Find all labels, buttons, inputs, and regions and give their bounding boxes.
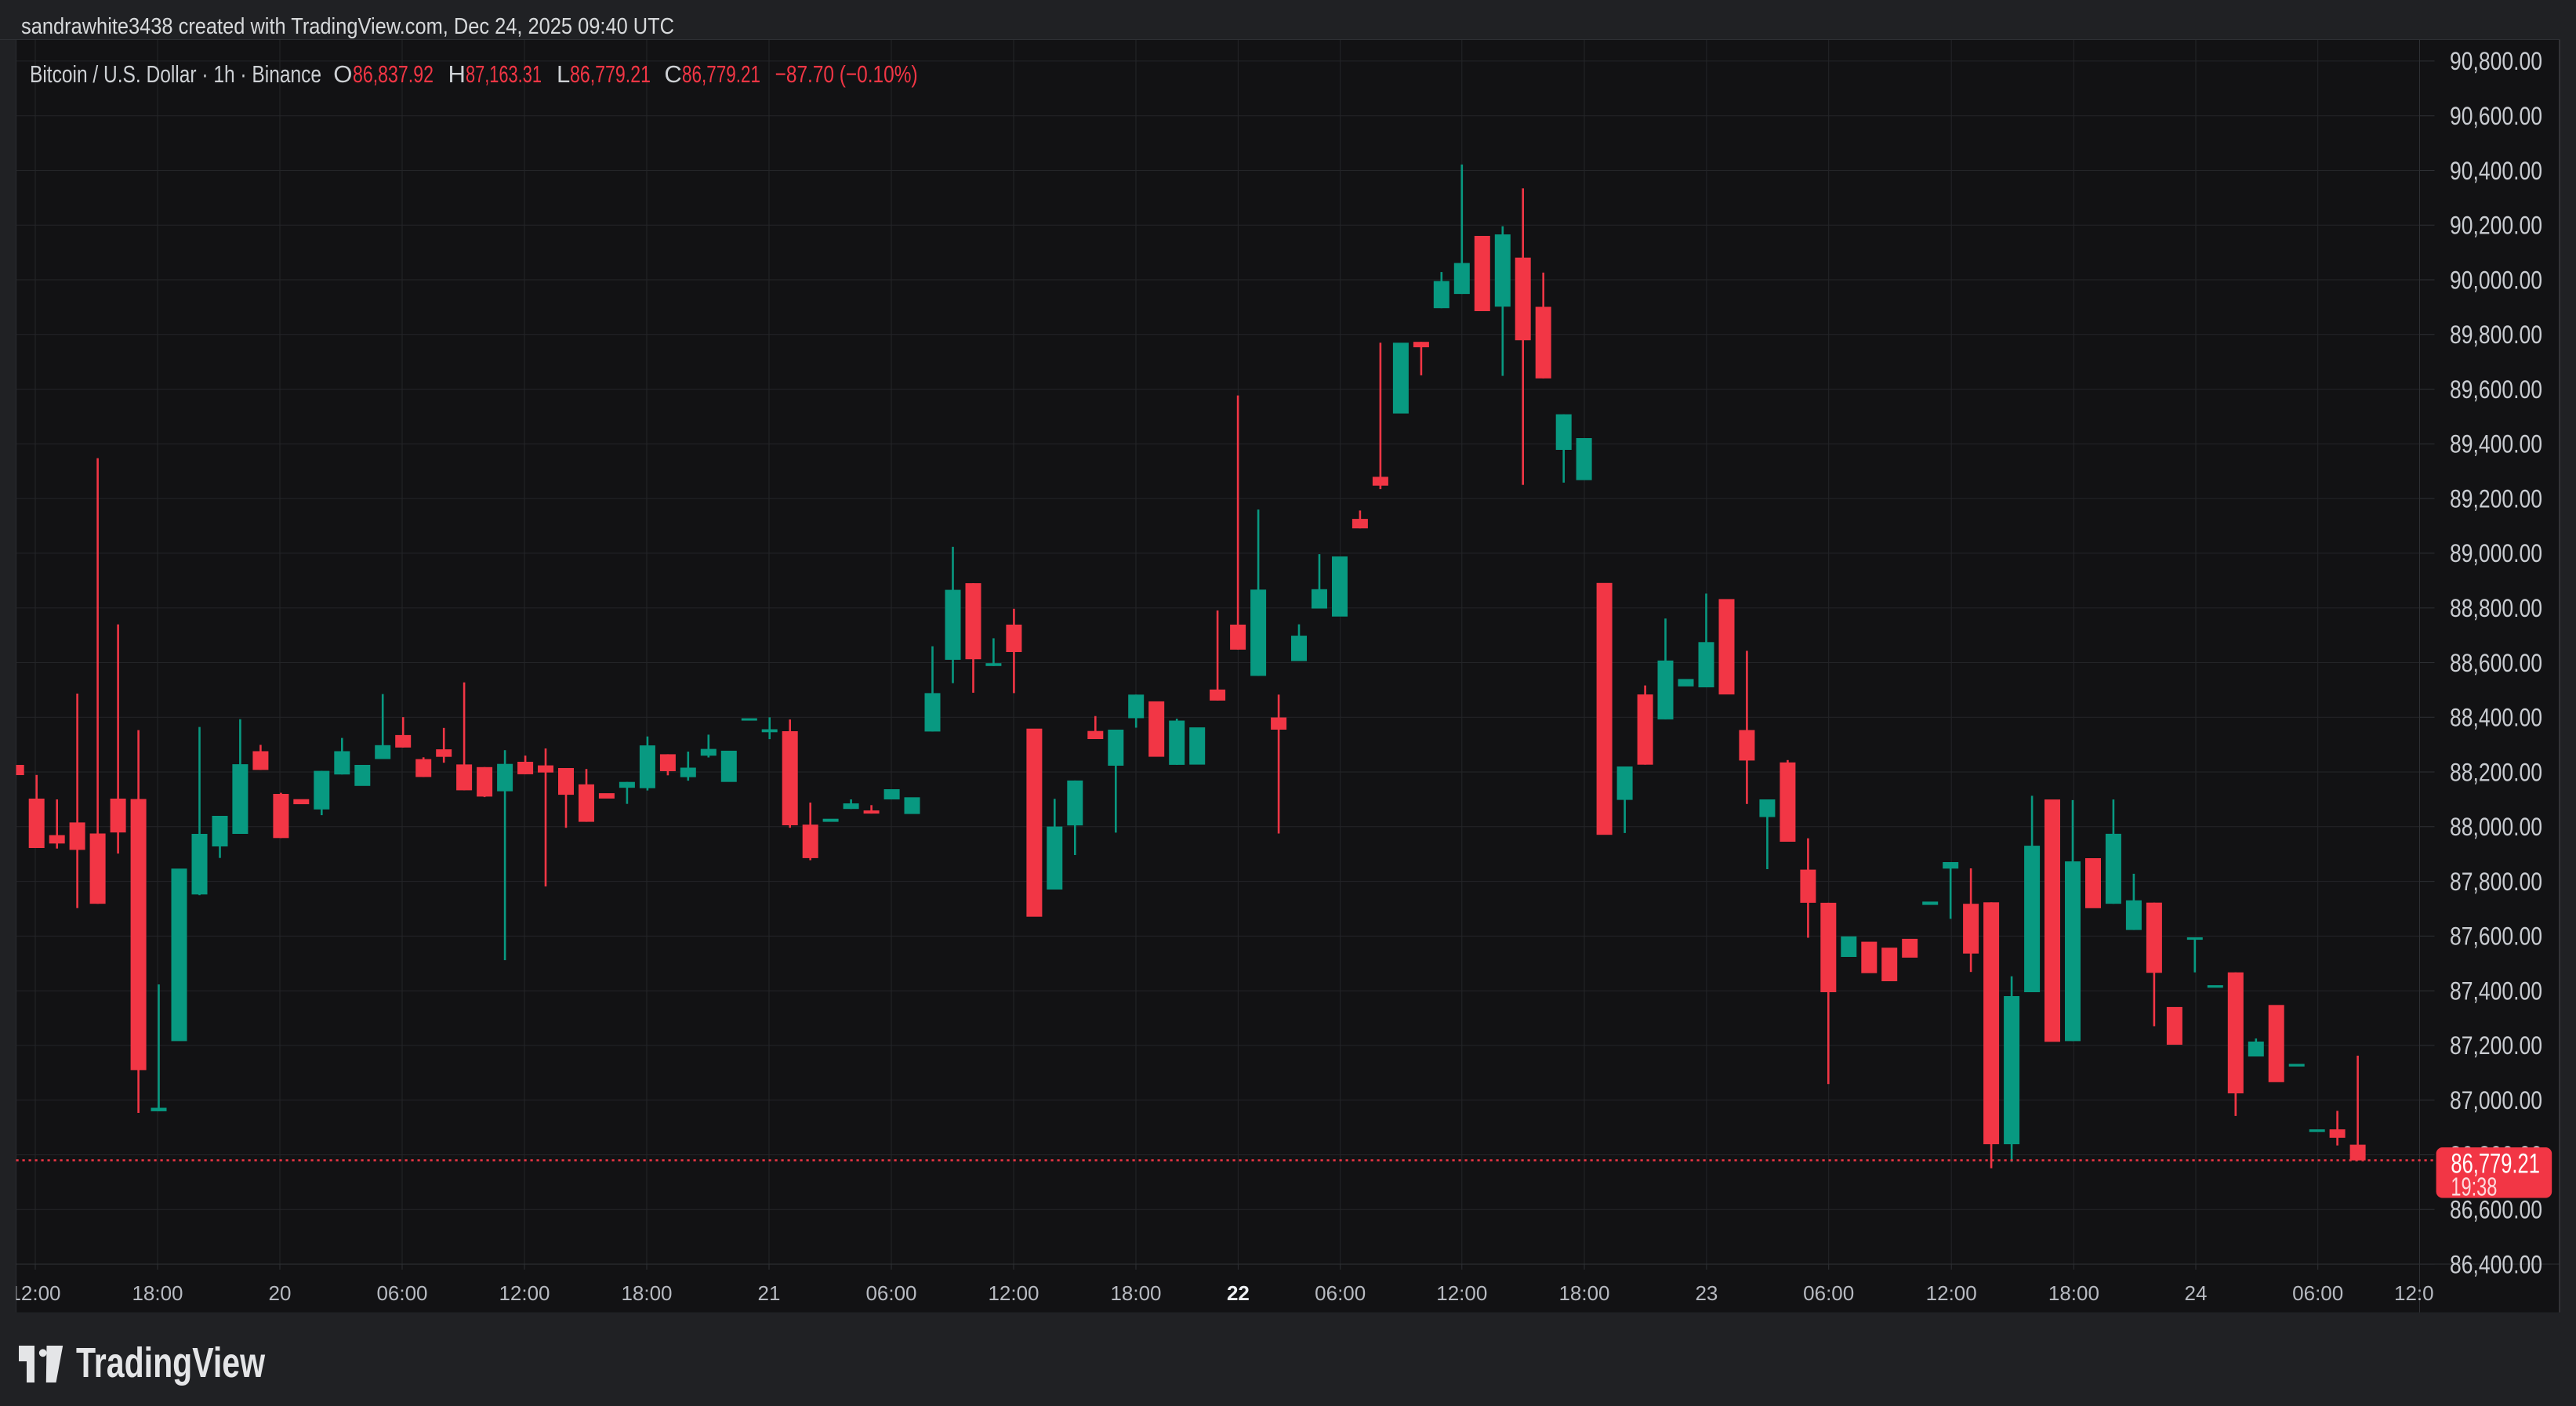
svg-text:12:00: 12:00 [988,1281,1039,1305]
svg-text:18:00: 18:00 [1110,1281,1161,1305]
svg-text:87,000.00: 87,000.00 [2450,1086,2542,1114]
svg-text:86,779.21: 86,779.21 [2451,1148,2540,1179]
svg-text:06:00: 06:00 [865,1281,916,1305]
svg-text:12:0: 12:0 [2394,1281,2434,1305]
svg-text:22: 22 [1227,1281,1250,1305]
svg-text:88,400.00: 88,400.00 [2450,704,2542,732]
svg-text:18:00: 18:00 [621,1281,672,1305]
svg-text:86,779.21: 86,779.21 [682,60,760,88]
svg-text:86,779.21: 86,779.21 [570,60,651,88]
svg-text:86,400.00: 86,400.00 [2450,1250,2542,1278]
svg-text:12:00: 12:00 [499,1281,550,1305]
svg-text:89,200.00: 89,200.00 [2450,484,2542,513]
svg-text:−87.70 (−0.10%): −87.70 (−0.10%) [775,60,918,88]
svg-text:90,400.00: 90,400.00 [2450,157,2542,185]
svg-text:sandrawhite3438 created with T: sandrawhite3438 created with TradingView… [21,14,674,39]
svg-text:87,600.00: 87,600.00 [2450,922,2542,951]
svg-text:O: O [333,60,352,88]
svg-text:12:00: 12:00 [1436,1281,1487,1305]
svg-text:06:00: 06:00 [1803,1281,1854,1305]
svg-text:90,200.00: 90,200.00 [2450,212,2542,240]
svg-text:87,163.31: 87,163.31 [466,60,542,88]
svg-text:23: 23 [1695,1281,1718,1305]
svg-text:18:00: 18:00 [2048,1281,2099,1305]
svg-text:L: L [557,60,570,88]
svg-text:88,600.00: 88,600.00 [2450,649,2542,677]
svg-text:87,800.00: 87,800.00 [2450,868,2542,896]
svg-text:21: 21 [758,1281,781,1305]
svg-text:Bitcoin / U.S. Dollar · 1h · B: Bitcoin / U.S. Dollar · 1h · Binance [30,60,321,88]
svg-text:89,600.00: 89,600.00 [2450,375,2542,404]
svg-text:86,837.92: 86,837.92 [353,60,434,88]
svg-text:20: 20 [269,1281,292,1305]
svg-text:89,800.00: 89,800.00 [2450,321,2542,349]
svg-text:06:00: 06:00 [2292,1281,2343,1305]
svg-text:86,600.00: 86,600.00 [2450,1196,2542,1224]
svg-text:18:00: 18:00 [1558,1281,1609,1305]
svg-text:TradingView: TradingView [76,1339,266,1386]
svg-text:06:00: 06:00 [1315,1281,1366,1305]
svg-text:88,200.00: 88,200.00 [2450,758,2542,786]
svg-text:H: H [448,60,466,88]
svg-text:06:00: 06:00 [376,1281,427,1305]
svg-text:87,400.00: 87,400.00 [2450,977,2542,1006]
svg-text:18:00: 18:00 [132,1281,183,1305]
svg-text:12:00: 12:00 [1926,1281,1977,1305]
svg-text:90,000.00: 90,000.00 [2450,266,2542,294]
svg-text:C: C [664,60,681,88]
svg-text:90,600.00: 90,600.00 [2450,102,2542,130]
svg-text:89,400.00: 89,400.00 [2450,430,2542,458]
svg-text:88,800.00: 88,800.00 [2450,594,2542,622]
svg-text:90,800.00: 90,800.00 [2450,47,2542,75]
svg-text:12:00: 12:00 [9,1281,60,1305]
svg-text:24: 24 [2185,1281,2208,1305]
svg-text:19:38: 19:38 [2451,1172,2497,1201]
svg-text:87,200.00: 87,200.00 [2450,1031,2542,1060]
svg-text:89,000.00: 89,000.00 [2450,539,2542,567]
svg-text:88,000.00: 88,000.00 [2450,813,2542,841]
